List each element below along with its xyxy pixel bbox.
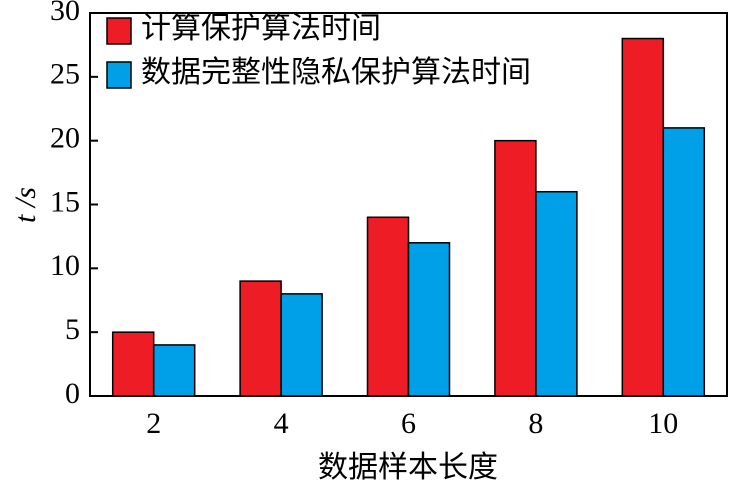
bar [152, 344, 196, 397]
x-tick-label: 10 [648, 407, 678, 440]
bar [494, 139, 537, 397]
y-tick-label: 0 [65, 377, 80, 410]
bar [662, 127, 706, 397]
bar [111, 331, 155, 397]
y-tick-label: 20 [50, 122, 80, 155]
legend-label: 计算保护算法时间 [141, 12, 381, 45]
legend-label: 数据完整性隐私保护算法时间 [141, 56, 531, 89]
legend-swatch [106, 61, 132, 89]
y-axis-title: t /s [9, 187, 42, 223]
x-tick-label: 2 [146, 407, 161, 440]
y-tick-label: 25 [50, 58, 80, 91]
bar [407, 242, 451, 397]
legend-swatch [106, 17, 132, 45]
bar [535, 190, 578, 397]
y-tick-label: 30 [50, 0, 80, 27]
y-tick-label: 10 [50, 249, 80, 282]
y-tick-label: 15 [50, 185, 80, 218]
x-tick-label: 8 [528, 407, 543, 440]
bar [280, 293, 323, 397]
bar [366, 216, 410, 397]
x-axis-title: 数据样本长度 [318, 451, 498, 484]
bar [621, 37, 665, 397]
bar [239, 280, 282, 397]
y-tick-label: 5 [65, 313, 80, 346]
x-tick-label: 4 [274, 407, 289, 440]
x-tick-label: 6 [401, 407, 416, 440]
